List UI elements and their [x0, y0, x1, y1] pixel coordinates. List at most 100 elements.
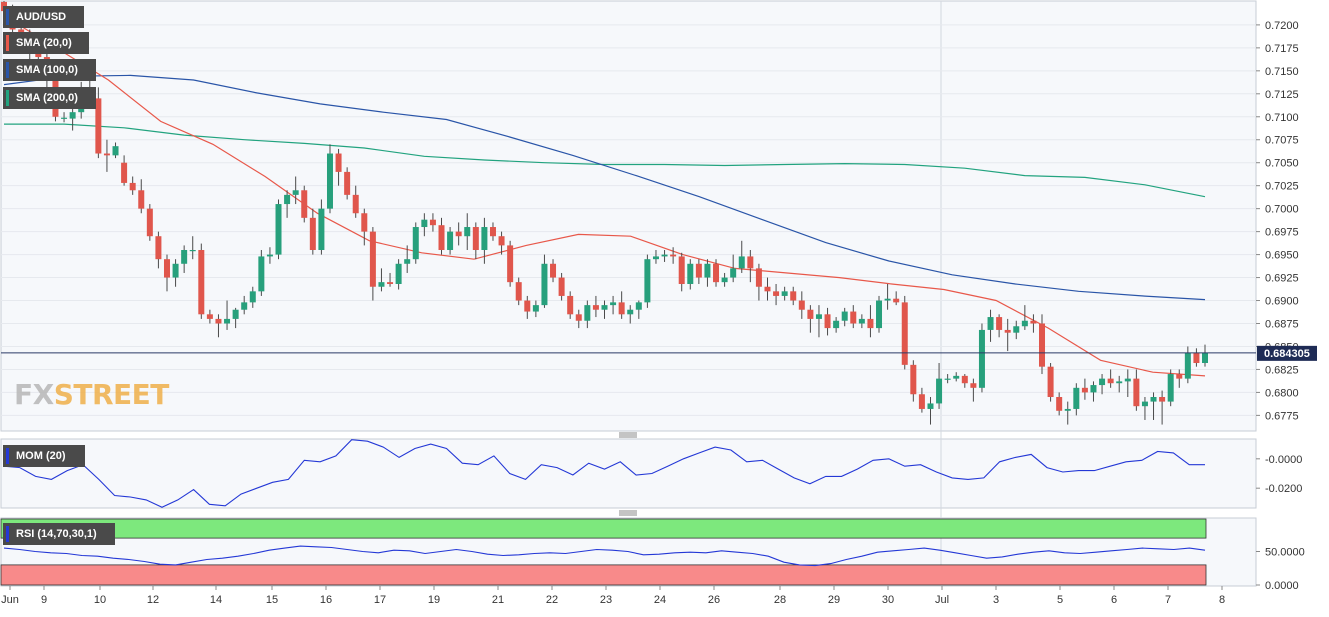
candle-body: [1030, 320, 1037, 324]
candle-body: [567, 295, 574, 315]
candle-body: [790, 291, 797, 301]
candle-body: [858, 318, 865, 324]
candle-body: [978, 329, 985, 388]
time-tick-label: 29: [828, 594, 840, 606]
candle-body: [1081, 387, 1088, 393]
fxstreet-logo: FXSTREET: [14, 378, 169, 411]
sma-200-tag[interactable]: SMA (200,0): [3, 87, 96, 109]
price-tick-label: 0.6775: [1265, 410, 1299, 422]
time-tick-label: 17: [374, 594, 386, 606]
rsi-overbought-zone: [0, 518, 1207, 539]
pane-resize-handle-2[interactable]: [619, 510, 637, 516]
candle-body: [944, 378, 951, 380]
momentum-tick-label: -0.0000: [1265, 454, 1302, 466]
candle-body: [361, 213, 368, 232]
candle-body: [652, 256, 659, 260]
candle-body: [695, 263, 702, 278]
momentum-tick-label: -0.0200: [1265, 483, 1302, 495]
price-tick-label: 0.7025: [1265, 181, 1299, 193]
candle-body: [550, 263, 557, 278]
candle-body: [1039, 323, 1046, 367]
candle-body: [421, 219, 428, 228]
candle-body: [876, 300, 883, 329]
time-tick-label: 7: [1165, 594, 1171, 606]
candle-body: [730, 268, 737, 278]
momentum-line: [3, 439, 1205, 508]
candle-body: [1056, 397, 1063, 411]
sma-100-tag[interactable]: SMA (100,0): [3, 59, 96, 81]
candle-body: [172, 263, 179, 278]
price-tick-label: 0.7200: [1265, 20, 1299, 32]
time-tick-label: 19: [428, 594, 440, 606]
candle-body: [893, 298, 900, 303]
candle-body: [901, 302, 908, 365]
candle-body: [773, 291, 780, 296]
candle-body: [1099, 378, 1106, 386]
rsi-tick-label: 0.0000: [1265, 580, 1299, 592]
time-tick-label: 8: [1219, 594, 1225, 606]
sma-100-label: SMA (100,0): [16, 64, 78, 76]
candle-body: [498, 236, 505, 246]
price-tick-label: 0.7125: [1265, 89, 1299, 101]
candle-body: [850, 311, 857, 324]
time-tick-label: Jun: [1, 594, 19, 606]
candle-body: [867, 318, 874, 329]
candle-body: [103, 153, 110, 156]
sma-20-tag[interactable]: SMA (20,0): [3, 32, 89, 54]
time-tick-label: 6: [1111, 594, 1117, 606]
price-grid: [1, 24, 1256, 416]
candle-body: [318, 208, 325, 250]
candle-body: [489, 227, 496, 237]
candle-body: [224, 318, 231, 324]
candle-body: [996, 317, 1003, 330]
candle-body: [1116, 381, 1123, 384]
candle-body: [1073, 387, 1080, 409]
candle-body: [884, 298, 891, 301]
price-tick-label: 0.6800: [1265, 387, 1299, 399]
momentum-tag[interactable]: MOM (20): [3, 445, 85, 467]
candle-body: [275, 204, 282, 255]
candle-body: [155, 236, 162, 260]
candle-body: [129, 182, 136, 191]
candle-body: [953, 375, 960, 379]
candle-body: [241, 302, 248, 310]
pane-resize-handle-1[interactable]: [619, 432, 637, 438]
price-tick-label: 0.7100: [1265, 112, 1299, 124]
time-axis: Jun 9 10 12 14 15 16 17 19 21 22 23 24 26 28 29 30 Jul 3 5 6…: [1, 586, 1225, 606]
price-tick-label: 0.6875: [1265, 319, 1299, 331]
candle-body: [815, 314, 822, 319]
sma-200-line: [4, 123, 1206, 198]
candle-body: [146, 208, 153, 237]
candle-body: [610, 302, 617, 306]
sma-20-line: [3, 15, 1206, 377]
candle-body: [618, 302, 625, 315]
time-tick-label: 21: [492, 594, 504, 606]
candle-body: [447, 231, 454, 250]
time-tick-label: 9: [41, 594, 47, 606]
candle-body: [69, 112, 76, 119]
candle-body: [61, 117, 68, 119]
candle-body: [1184, 352, 1191, 379]
candle-body: [1176, 374, 1183, 379]
time-tick-label: 14: [210, 594, 222, 606]
symbol-tag[interactable]: AUD/USD: [3, 6, 84, 28]
candle-body: [198, 249, 205, 315]
price-tick-label: 0.7175: [1265, 43, 1299, 55]
candle-body: [352, 194, 359, 214]
candle-body: [678, 256, 685, 284]
candle-body: [1021, 320, 1028, 327]
candle-body: [1202, 352, 1208, 364]
time-tick-label: 30: [882, 594, 894, 606]
candle-body: [412, 227, 419, 260]
candle-body: [541, 263, 548, 306]
candle-body: [798, 300, 805, 310]
candle-body: [455, 231, 462, 237]
candle-body: [515, 282, 522, 301]
candle-body: [138, 190, 145, 209]
candle-body: [206, 314, 213, 319]
candle-body: [507, 245, 514, 283]
rsi-tag[interactable]: RSI (14,70,30,1): [3, 523, 115, 545]
sma-20-label: SMA (20,0): [16, 37, 72, 49]
momentum-label: MOM (20): [16, 450, 66, 462]
candle-body: [910, 364, 917, 395]
